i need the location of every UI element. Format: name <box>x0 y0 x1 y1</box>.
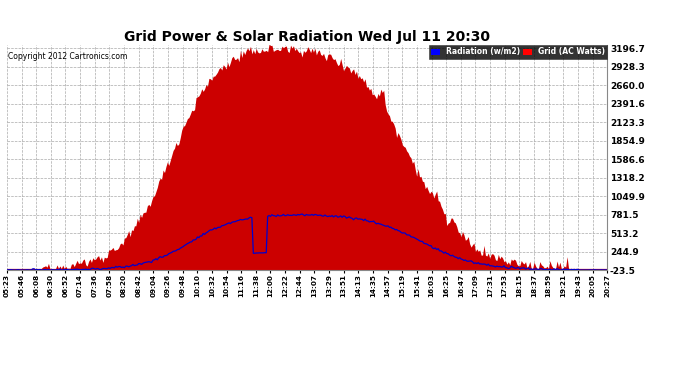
Legend: Radiation (w/m2), Grid (AC Watts): Radiation (w/m2), Grid (AC Watts) <box>428 45 607 58</box>
Text: Copyright 2012 Cartronics.com: Copyright 2012 Cartronics.com <box>8 52 128 61</box>
Title: Grid Power & Solar Radiation Wed Jul 11 20:30: Grid Power & Solar Radiation Wed Jul 11 … <box>124 30 490 44</box>
